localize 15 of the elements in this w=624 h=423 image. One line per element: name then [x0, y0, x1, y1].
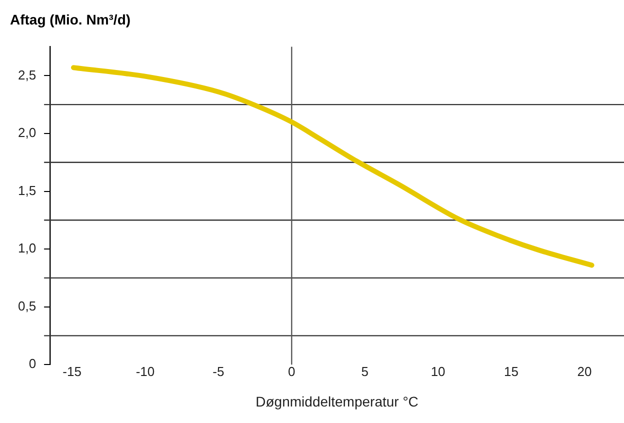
x-tick-label: -10 — [136, 364, 155, 379]
y-tick-label: 1,5 — [18, 182, 36, 198]
y-tick-label: 1,0 — [18, 240, 36, 256]
x-tick-label: -15 — [62, 364, 82, 379]
x-tick-label: 20 — [577, 364, 592, 379]
x-tick-label: 5 — [361, 364, 368, 379]
x-axis-title: Døgnmiddeltemperatur °C — [256, 393, 418, 410]
x-tick-label: 10 — [430, 364, 446, 379]
y-axis-title: Aftag (Mio. Nm³/d) — [10, 11, 131, 28]
x-tick-label: -5 — [212, 364, 224, 379]
y-tick-label: 2,5 — [18, 67, 36, 82]
x-tick-label: 15 — [504, 364, 518, 379]
y-tick-label: 2,0 — [18, 125, 36, 140]
y-tick-label: 0,5 — [18, 298, 36, 314]
x-tick-label: 0 — [288, 364, 296, 379]
